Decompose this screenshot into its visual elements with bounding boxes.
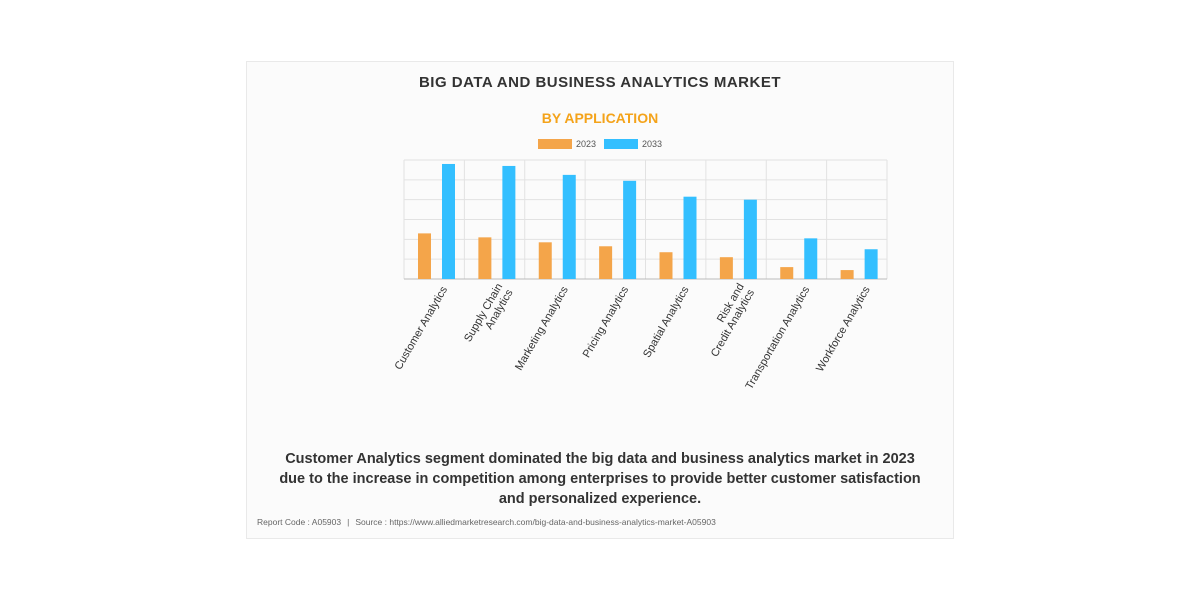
bar-2033 — [743, 199, 757, 279]
x-tick-label: Pricing Analytics — [581, 284, 632, 360]
report-code: Report Code : A05903 — [257, 517, 342, 527]
x-tick-label: Risk andCredit Analytics — [698, 281, 757, 359]
x-tick-label-line: Spatial Analytics — [641, 284, 692, 360]
x-tick-label: Marketing Analytics — [513, 284, 571, 372]
x-tick-label: Supply ChainAnalytics — [462, 281, 516, 350]
bar-2023 — [659, 252, 673, 279]
x-tick-label: Spatial Analytics — [641, 284, 692, 360]
x-tick-label-line: Workforce Analytics — [814, 284, 873, 374]
bar-2023 — [780, 267, 794, 279]
legend-item-2033: 2033 — [604, 139, 662, 149]
legend-label-2033: 2033 — [642, 139, 663, 149]
bar-2033 — [623, 180, 637, 279]
bar-2033 — [502, 165, 516, 279]
legend-swatch-2033 — [604, 139, 638, 149]
bar-2033 — [562, 174, 576, 279]
bar-2033 — [442, 163, 455, 279]
chart-card: BIG DATA AND BUSINESS ANALYTICS MARKET B… — [246, 61, 954, 539]
x-tick-label-line: Transportation Analytics — [743, 284, 812, 392]
x-tick-label: Customer Analytics — [393, 284, 451, 372]
x-tick-label: Workforce Analytics — [814, 284, 873, 374]
bar-2023 — [478, 237, 492, 279]
footer-separator: | — [347, 517, 350, 527]
x-tick-label-line: Marketing Analytics — [513, 284, 571, 372]
bar-2033 — [864, 249, 878, 279]
bar-2023 — [538, 242, 552, 279]
caption-line: Customer Analytics segment dominated the… — [285, 451, 915, 467]
chart-legend: 2023 2033 — [247, 139, 953, 149]
bar-2023 — [719, 257, 733, 279]
x-tick-label: Transportation Analytics — [743, 284, 812, 392]
source-link[interactable]: Source : https://www.alliedmarketresearc… — [355, 517, 716, 527]
bar-2023 — [418, 233, 431, 279]
bar-2023 — [599, 246, 613, 279]
bar-2033 — [804, 238, 818, 279]
bar-2023 — [840, 270, 854, 279]
x-tick-label-line: Pricing Analytics — [581, 284, 632, 360]
chart-title: BIG DATA AND BUSINESS ANALYTICS MARKET — [418, 74, 782, 91]
bar-chart: Customer Analytics Supply ChainAnalyticsM… — [393, 159, 888, 392]
legend-item-2023: 2023 — [537, 139, 596, 149]
caption-line: and personalized experience. — [498, 491, 702, 507]
caption-line: due to the increase in competition among… — [279, 471, 921, 487]
legend-swatch-2023 — [537, 139, 572, 149]
chart-footer: Report Code : A05903 | Source : https://ww… — [257, 517, 716, 527]
x-tick-label-line: Customer Analytics — [393, 284, 451, 372]
legend-label-2023: 2023 — [575, 139, 596, 149]
bar-2033 — [683, 196, 697, 279]
chart-caption: Customer Analytics segment dominated the… — [247, 449, 953, 509]
chart-subtitle: BY APPLICATION — [541, 110, 659, 126]
